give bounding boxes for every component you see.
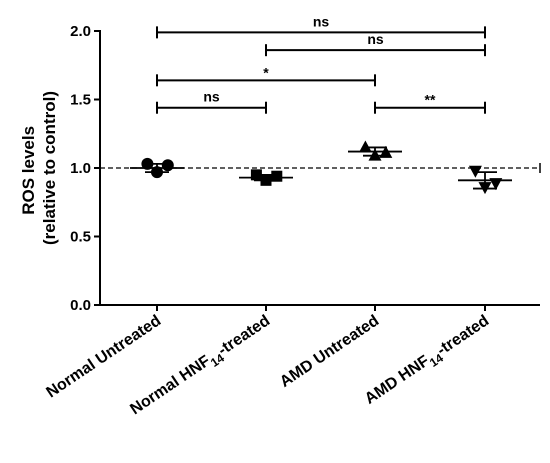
category-label-main-2: AMD Untreated [277, 312, 382, 391]
axes: 0.0 0.5 1.0 1.5 2.0 [70, 23, 540, 314]
data-point-0-2 [161, 159, 174, 172]
y-tick-label-1: 0.5 [70, 229, 91, 246]
category-label-0: Normal Untreated [43, 312, 164, 401]
bracket-label-1: ns [367, 31, 384, 47]
data-points [130, 140, 512, 195]
data-point-2-1 [368, 148, 382, 161]
significance-brackets: ns ns * ns ** [156, 13, 486, 114]
bracket-label-3: ns [203, 89, 220, 105]
data-point-0-1 [151, 166, 163, 179]
data-point-1-0 [250, 169, 262, 181]
category-label-main-3: AMD HNF [362, 352, 433, 407]
data-point-2-2 [379, 145, 393, 158]
category-label-suffix-3: -treated [434, 312, 492, 359]
bracket-label-2: * [263, 64, 269, 80]
bracket-label-0: ns [313, 13, 330, 29]
y-tick-label-4: 2.0 [70, 23, 91, 40]
bracket-label-4: ** [425, 92, 436, 108]
data-point-3-0 [468, 165, 482, 178]
category-label-3: AMD HNF14-treated [362, 312, 495, 411]
data-point-1-2 [271, 170, 283, 182]
category-label-main-0: Normal Untreated [43, 312, 164, 401]
category-label-suffix-1: -treated [215, 312, 273, 359]
data-point-3-2 [489, 178, 503, 191]
y-axis-title-line2: (relative to control) [40, 91, 59, 245]
data-point-1-1 [260, 174, 272, 186]
data-point-2-0 [358, 140, 372, 153]
data-point-3-1 [478, 182, 492, 195]
y-tick-label-2: 1.0 [70, 160, 91, 177]
y-tick-label-3: 1.5 [70, 92, 91, 109]
y-axis-title: ROS levels (relative to control) [19, 91, 59, 245]
category-label-main-1: Normal HNF [127, 352, 213, 418]
data-point-0-0 [141, 157, 154, 170]
y-axis-title-line1: ROS levels [19, 126, 38, 215]
y-tick-label-0: 0.0 [70, 297, 91, 314]
category-label-2: AMD Untreated [277, 312, 382, 391]
